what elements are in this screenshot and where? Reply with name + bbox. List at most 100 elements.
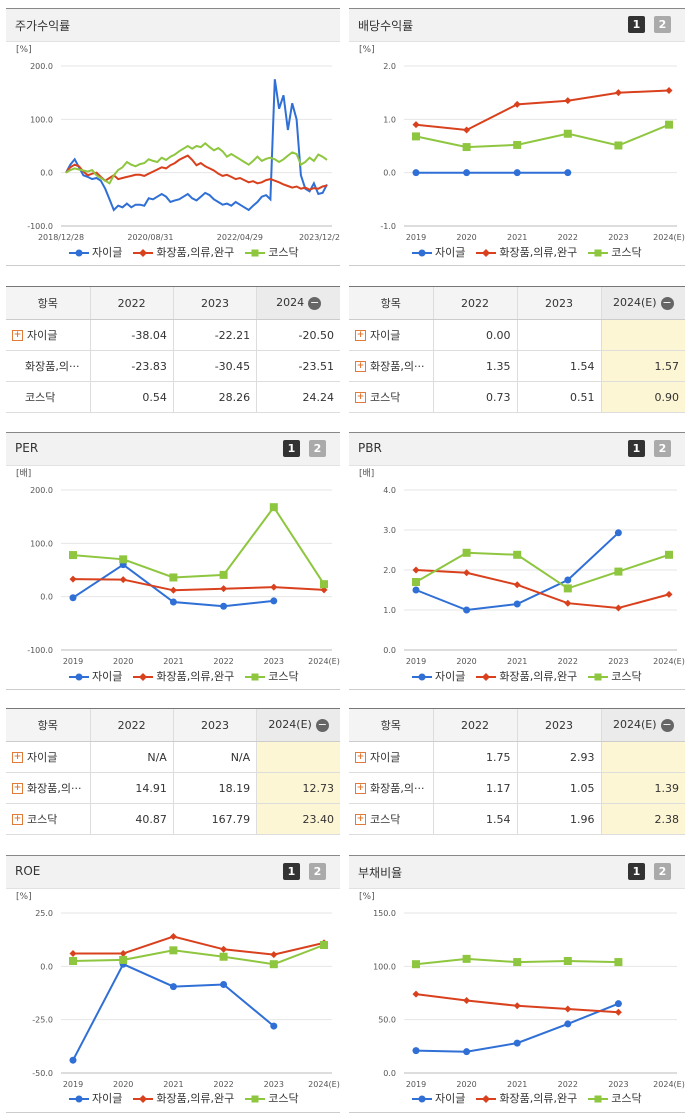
series-line-c xyxy=(72,505,325,585)
x-tick-label: 2022 xyxy=(558,233,578,242)
collapse-icon[interactable]: − xyxy=(308,295,322,310)
col-header-label: 2024(E) xyxy=(612,296,657,310)
y-tick-label: -25.0 xyxy=(32,1016,53,1025)
legend-item-b[interactable]: 화장품,의류,완구 xyxy=(132,1092,234,1105)
col-header-label: 2023 xyxy=(545,718,573,732)
row-label: + 자이글 xyxy=(6,319,90,351)
expand-icon[interactable]: + xyxy=(355,360,366,372)
expand-icon[interactable]: + xyxy=(12,813,23,825)
row-label: + 자이글 xyxy=(6,741,90,773)
legend-item-a[interactable]: 자이글 xyxy=(68,1092,122,1105)
x-tick-label: 2019 xyxy=(63,657,83,666)
page-2-button[interactable]: 2 xyxy=(654,863,671,880)
panel-header: 주가수익률 xyxy=(6,8,340,42)
expand-icon[interactable]: + xyxy=(355,391,366,403)
expand-icon[interactable]: + xyxy=(355,751,366,763)
y-tick-label: 1.0 xyxy=(383,606,396,615)
table-cell xyxy=(600,741,685,773)
axis-unit: [%] xyxy=(359,45,375,55)
legend-item-b[interactable]: 화장품,의류,완구 xyxy=(132,246,234,259)
data-point-a xyxy=(564,576,572,584)
x-tick-label: 2020/08/31 xyxy=(127,233,173,242)
expand-icon[interactable]: + xyxy=(355,782,366,794)
legend-item-b[interactable]: 화장품,의류,완구 xyxy=(475,670,577,683)
per-table: 항목 2022 2023 2024(E) − + 자이글 N/A N/A + 화장품,의··· 14.… xyxy=(6,708,340,835)
page-1-button[interactable]: 1 xyxy=(283,863,300,880)
legend-marker-b xyxy=(476,673,497,681)
legend-label-c: 코스닥 xyxy=(611,670,642,683)
row-label: + 코스닥 xyxy=(349,381,433,413)
table-cell: 0.73 xyxy=(432,381,517,413)
table-cell: 167.79 xyxy=(172,803,257,835)
legend-item-c[interactable]: 코스닥 xyxy=(244,1092,299,1105)
legend-item-a[interactable]: 자이글 xyxy=(68,246,122,259)
legend-marker-b xyxy=(476,1095,497,1103)
row-label: + 자이글 xyxy=(349,319,433,351)
legend-label-c: 코스닥 xyxy=(268,246,299,259)
expand-icon[interactable]: + xyxy=(12,782,23,794)
legend-item-c[interactable]: 코스닥 xyxy=(244,246,299,259)
data-point-b xyxy=(564,97,572,105)
y-tick-label: 0.0 xyxy=(383,169,396,178)
table-cell xyxy=(516,319,601,351)
expand-icon[interactable]: + xyxy=(12,329,23,341)
stock-return-panel: 주가수익률 [%] 200.0 100.0 0.0 -100.0 2018/12/28 20… xyxy=(6,8,340,266)
legend-item-c[interactable]: 코스닥 xyxy=(587,670,642,683)
legend-item-c[interactable]: 코스닥 xyxy=(244,670,299,683)
data-point-a xyxy=(463,169,471,177)
page-1-button[interactable]: 1 xyxy=(628,863,645,880)
panel-title: PER xyxy=(15,441,39,455)
legend-item-a[interactable]: 자이글 xyxy=(411,246,465,259)
y-tick-label: 50.0 xyxy=(378,1016,396,1025)
table-cell: 1.35 xyxy=(432,350,517,382)
chart-legend: 자이글 화장품,의류,완구 코스닥 xyxy=(68,244,309,260)
legend-item-a[interactable]: 자이글 xyxy=(411,670,465,683)
legend-item-b[interactable]: 화장품,의류,완구 xyxy=(475,1092,577,1105)
collapse-icon[interactable]: − xyxy=(315,717,329,732)
legend-item-b[interactable]: 화장품,의류,완구 xyxy=(132,670,234,683)
col-header-label: 2022 xyxy=(461,296,489,310)
legend-marker-c xyxy=(588,673,609,681)
expand-icon[interactable]: + xyxy=(355,813,366,825)
page-1-button[interactable]: 1 xyxy=(628,440,645,457)
row-label: + 화장품,의··· xyxy=(6,772,90,804)
collapse-icon[interactable]: − xyxy=(660,717,674,732)
legend-item-a[interactable]: 자이글 xyxy=(411,1092,465,1105)
col-header: 2024− xyxy=(256,286,340,320)
y-tick-label: 200.0 xyxy=(30,62,53,71)
page-2-button[interactable]: 2 xyxy=(654,16,671,33)
data-point-a xyxy=(169,983,177,991)
y-tick-label: 0.0 xyxy=(40,169,53,178)
legend-item-a[interactable]: 자이글 xyxy=(68,670,122,683)
legend-item-c[interactable]: 코스닥 xyxy=(587,1092,642,1105)
table-cell: 1.54 xyxy=(432,803,517,835)
page-2-button[interactable]: 2 xyxy=(309,440,326,457)
page-2-button[interactable]: 2 xyxy=(309,863,326,880)
expand-icon[interactable]: + xyxy=(355,329,366,341)
expand-icon[interactable]: + xyxy=(12,751,23,763)
data-point-a xyxy=(513,1039,521,1047)
page-1-button[interactable]: 1 xyxy=(628,16,645,33)
table-cell: 14.91 xyxy=(89,772,174,804)
table-cell: -22.21 xyxy=(172,319,257,351)
data-point-c xyxy=(412,578,420,586)
page-1-button[interactable]: 1 xyxy=(283,440,300,457)
legend-label-a: 자이글 xyxy=(435,246,466,259)
x-tick-label: 2020 xyxy=(456,657,476,666)
collapse-icon[interactable]: − xyxy=(660,295,674,310)
legend-item-c[interactable]: 코스닥 xyxy=(587,246,642,259)
dividend-yield-table: 항목 2022 2023 2024(E) − + 자이글 0.00 + 화장품,의··· 1.35 1… xyxy=(349,286,685,413)
x-tick-label: 2021 xyxy=(163,1080,183,1089)
page-2-button[interactable]: 2 xyxy=(654,440,671,457)
row-label: 코스닥 xyxy=(6,381,90,413)
data-point-b xyxy=(270,951,278,959)
col-header: 2023 xyxy=(516,286,601,320)
data-point-b xyxy=(119,950,127,958)
axis-unit: [배] xyxy=(359,468,374,479)
legend-label-b: 화장품,의류,완구 xyxy=(499,670,578,683)
col-header: 2023 xyxy=(516,708,601,742)
legend-item-b[interactable]: 화장품,의류,완구 xyxy=(475,246,577,259)
series-line-b xyxy=(65,154,328,191)
